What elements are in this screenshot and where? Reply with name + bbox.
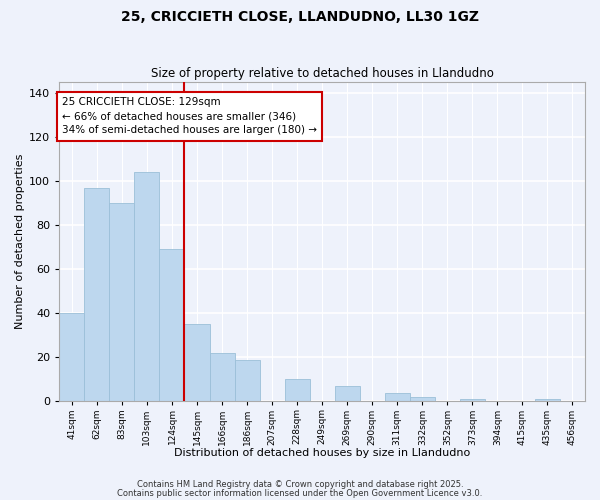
Bar xyxy=(460,399,485,402)
Text: 25 CRICCIETH CLOSE: 129sqm
← 66% of detached houses are smaller (346)
34% of sem: 25 CRICCIETH CLOSE: 129sqm ← 66% of deta… xyxy=(62,98,317,136)
Bar xyxy=(184,324,209,402)
Bar xyxy=(535,399,560,402)
Bar xyxy=(385,392,410,402)
Bar xyxy=(235,360,260,402)
Y-axis label: Number of detached properties: Number of detached properties xyxy=(15,154,25,330)
Bar xyxy=(85,188,109,402)
Text: Contains HM Land Registry data © Crown copyright and database right 2025.: Contains HM Land Registry data © Crown c… xyxy=(137,480,463,489)
Bar xyxy=(160,250,184,402)
Bar xyxy=(109,203,134,402)
Text: 25, CRICCIETH CLOSE, LLANDUDNO, LL30 1GZ: 25, CRICCIETH CLOSE, LLANDUDNO, LL30 1GZ xyxy=(121,10,479,24)
Bar xyxy=(134,172,160,402)
X-axis label: Distribution of detached houses by size in Llandudno: Distribution of detached houses by size … xyxy=(174,448,470,458)
Bar xyxy=(335,386,360,402)
Title: Size of property relative to detached houses in Llandudno: Size of property relative to detached ho… xyxy=(151,66,494,80)
Text: Contains public sector information licensed under the Open Government Licence v3: Contains public sector information licen… xyxy=(118,489,482,498)
Bar xyxy=(410,397,435,402)
Bar xyxy=(209,353,235,402)
Bar xyxy=(59,314,85,402)
Bar xyxy=(284,380,310,402)
